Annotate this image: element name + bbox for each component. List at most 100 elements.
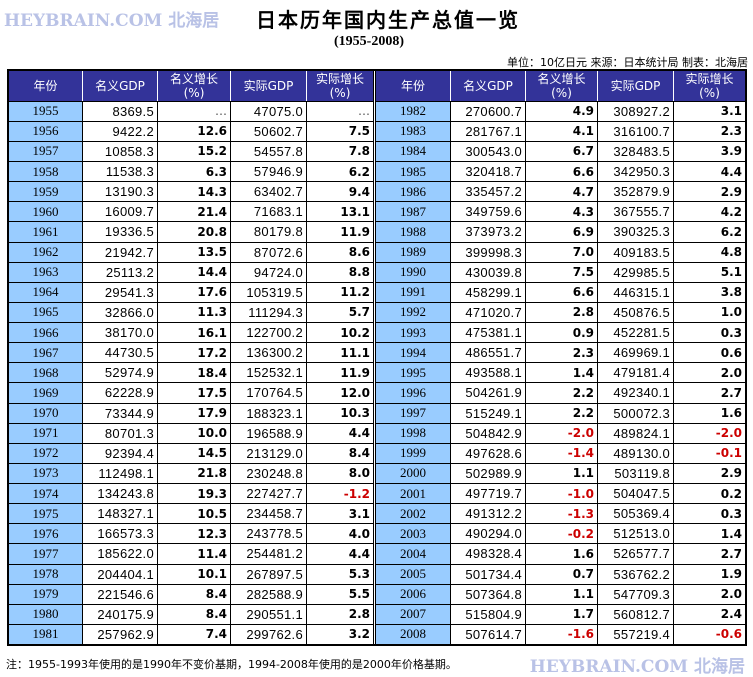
table-row: 2001 497719.7 -1.0 504047.5 0.2 [376,483,745,504]
cell-nominal-gdp: 515249.1 [451,403,526,423]
cell-real-growth: -0.1 [715,446,742,461]
table-row: 1987 349759.6 4.3 367555.7 4.2 [376,201,745,222]
table-row: 1961 19336.5 20.8 80179.8 11.9 [9,221,373,242]
cell-nominal-gdp: 44730.5 [83,343,158,363]
cell-nominal-growth: … [158,101,231,121]
cell-year: 1961 [9,222,83,242]
cell-real-gdp: 446315.1 [598,282,674,302]
cell-nominal-growth: 6.9 [526,222,598,242]
cell-nominal-growth: 21.4 [158,202,231,222]
cell-real-gdp: 54557.8 [231,141,307,161]
cell-real-growth: 9.4 [348,184,370,199]
cell-real-gdp: 196588.9 [231,423,307,443]
col-header-year: 年份 [376,71,451,101]
cell-real-gdp: 111294.3 [231,302,307,322]
cell-real-gdp: 299762.6 [231,624,307,644]
table-row: 1975 148327.1 10.5 234458.7 3.1 [9,503,373,524]
cell-real-gdp: 489824.1 [598,423,674,443]
cell-year: 1973 [9,463,83,483]
cell-nominal-growth: 16.1 [158,323,231,343]
cell-real-gdp: 267897.5 [231,564,307,584]
cell-year: 1996 [376,383,451,403]
cell-nominal-gdp: 185622.0 [83,544,158,564]
cell-real-growth: 2.8 [348,607,370,622]
table-row: 1989 399998.3 7.0 409183.5 4.8 [376,241,745,262]
cell-nominal-gdp: 240175.9 [83,604,158,624]
table-row: 1973 112498.1 21.8 230248.8 8.0 [9,462,373,483]
cell-year: 1958 [9,162,83,182]
table-row: 1999 497628.6 -1.4 489130.0 -0.1 [376,442,745,463]
cell-nominal-gdp: 166573.3 [83,524,158,544]
cell-nominal-growth: 7.0 [526,242,598,262]
table-body-left: 1955 8369.5… 47075.0… 1956 9422.2 12.6 50602.7… [9,100,373,644]
cell-real-gdp: 94724.0 [231,262,307,282]
source-meta: 单位：10亿日元 来源：日本统计局 制表：北海居 [507,56,748,69]
cell-nominal-growth: 18.4 [158,363,231,383]
cell-real-gdp: 152532.1 [231,363,307,383]
cell-real-growth: 5.1 [720,265,742,280]
cell-nominal-growth: 10.1 [158,564,231,584]
cell-nominal-growth: 1.1 [526,584,598,604]
cell-real-gdp: 500072.3 [598,403,674,423]
cell-nominal-growth: 6.6 [526,162,598,182]
table-row: 1984 300543.0 6.7 328483.5 3.9 [376,140,745,161]
page-subtitle: (1955-2008) [334,34,404,49]
table-left-half: 年份 名义GDP 名义增长 (%) 实际GDP 实际增长 (%) 1955 8369.… [9,71,376,644]
cell-nominal-growth: 15.2 [158,141,231,161]
table-row: 1995 493588.1 1.4 479181.4 2.0 [376,362,745,383]
cell-nominal-gdp: 491312.2 [451,504,526,524]
cell-nominal-growth: 11.3 [158,302,231,322]
cell-year: 2008 [376,624,451,644]
cell-nominal-growth: 6.6 [526,282,598,302]
col-header-real-gdp: 实际GDP [231,71,307,101]
table-right-half: 年份 名义GDP 名义增长 (%) 实际GDP 实际增长 (%) 1982 27060… [376,71,745,644]
table-row: 1979 221546.6 8.4 282588.9 5.5 [9,583,373,604]
cell-nominal-gdp: 11538.3 [83,162,158,182]
cell-real-gdp: 429985.5 [598,262,674,282]
cell-real-growth: 8.4 [348,446,370,461]
table-row: 1996 504261.9 2.2 492340.1 2.7 [376,382,745,403]
cell-real-growth: 2.0 [720,365,742,380]
cell-real-gdp: 536762.2 [598,564,674,584]
cell-nominal-gdp: 399998.3 [451,242,526,262]
cell-real-gdp: 352879.9 [598,182,674,202]
cell-real-gdp: 526577.7 [598,544,674,564]
cell-nominal-gdp: 498328.4 [451,544,526,564]
cell-nominal-growth: 4.1 [526,121,598,141]
cell-nominal-growth: 4.9 [526,101,598,121]
table-row: 1959 13190.3 14.3 63402.7 9.4 [9,181,373,202]
cell-real-growth: 4.0 [348,526,370,541]
cell-real-gdp: 469969.1 [598,343,674,363]
cell-real-growth: 7.5 [348,124,370,139]
cell-real-gdp: 512513.0 [598,524,674,544]
cell-nominal-growth: 14.3 [158,182,231,202]
col-header-real-growth: 实际增长 (%) [315,71,364,100]
col-header-nominal-gdp: 名义GDP [83,71,158,101]
col-header-nominal-gdp: 名义GDP [451,71,526,101]
table-row: 1997 515249.1 2.2 500072.3 1.6 [376,402,745,423]
cell-nominal-growth: -1.0 [526,484,598,504]
table-row: 2008 507614.7 -1.6 557219.4 -0.6 [376,623,745,644]
cell-nominal-growth: 0.9 [526,323,598,343]
cell-year: 2007 [376,604,451,624]
cell-real-gdp: 170764.5 [231,383,307,403]
cell-year: 2005 [376,564,451,584]
cell-year: 1985 [376,162,451,182]
cell-real-gdp: 452281.5 [598,323,674,343]
cell-real-gdp: 230248.8 [231,463,307,483]
cell-nominal-gdp: 493588.1 [451,363,526,383]
cell-real-gdp: 188323.1 [231,403,307,423]
cell-nominal-gdp: 507364.8 [451,584,526,604]
cell-year: 1987 [376,202,451,222]
cell-year: 1974 [9,484,83,504]
cell-real-gdp: 234458.7 [231,504,307,524]
cell-nominal-growth: 0.7 [526,564,598,584]
col-header-real-gdp: 实际GDP [598,71,674,101]
cell-real-growth: 2.7 [720,385,742,400]
cell-nominal-gdp: 10858.3 [83,141,158,161]
cell-year: 1977 [9,544,83,564]
table-row: 1971 80701.3 10.0 196588.9 4.4 [9,422,373,443]
table-row: 1976 166573.3 12.3 243778.5 4.0 [9,523,373,544]
cell-nominal-gdp: 281767.1 [451,121,526,141]
cell-real-growth: 13.1 [340,204,370,219]
